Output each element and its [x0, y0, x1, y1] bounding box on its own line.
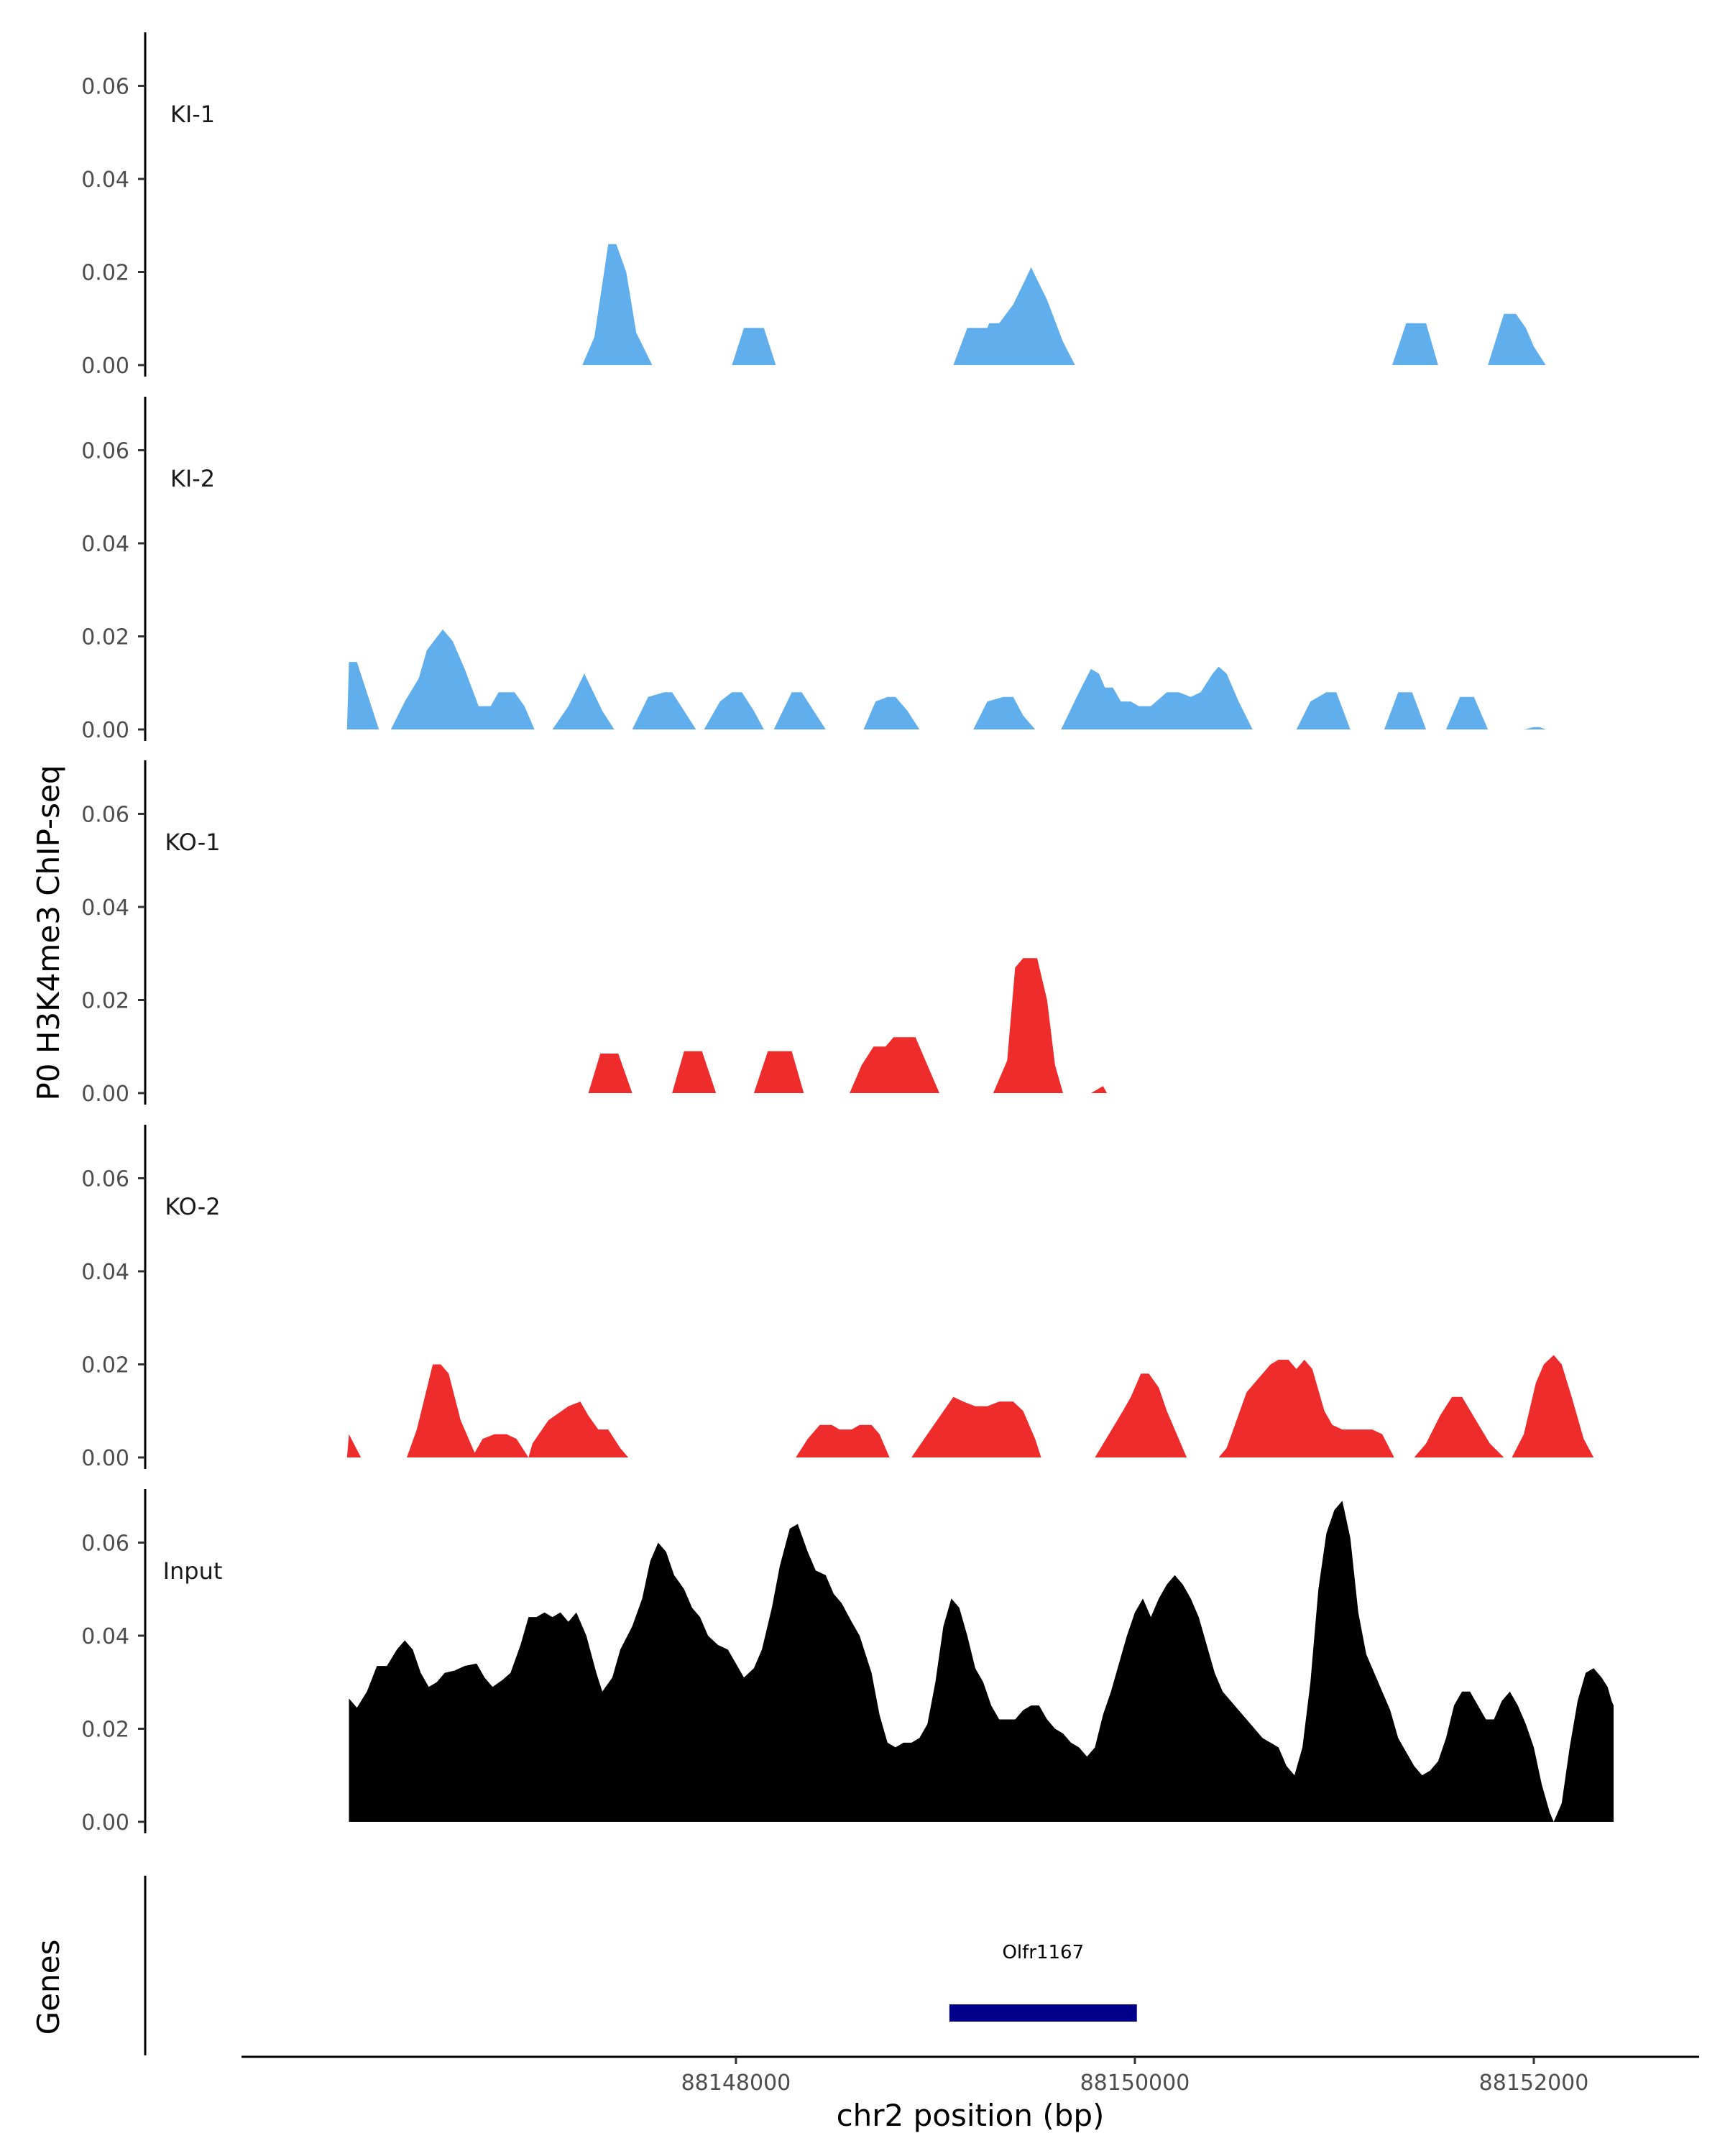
gene-models: Olfr1167 [949, 1942, 1137, 2022]
y-tick-label: 0.04 [81, 1260, 129, 1285]
y-tick-label: 0.00 [81, 1082, 129, 1107]
y-tick-label: 0.02 [81, 260, 129, 285]
y-tick-label: 0.06 [81, 438, 129, 464]
signal-area-ko-2 [346, 1355, 1614, 1457]
gene-label: Olfr1167 [1002, 1942, 1084, 1963]
track-label-ko-2: KO-2 [165, 1193, 220, 1220]
x-axis-ticks: 88148000 88150000 88152000 [681, 2057, 1589, 2096]
signal-area-ki-1 [582, 244, 1546, 365]
track-label-input: Input [163, 1557, 223, 1585]
x-tick-label: 88152000 [1479, 2070, 1589, 2096]
y-tick-label: 0.02 [81, 988, 129, 1013]
track-label-ki-1: KI-1 [170, 101, 215, 128]
x-axis-title: chr2 position (bp) [837, 2098, 1105, 2133]
track-label-ko-1: KO-1 [165, 829, 220, 856]
y-axis-title: P0 H3K4me3 ChIP-seq [31, 765, 66, 1100]
x-axis: 88148000 88150000 88152000 chr2 position (… [242, 2055, 1699, 2133]
signal-area-ki-2 [346, 629, 1546, 729]
y-tick-label: 0.02 [81, 1353, 129, 1378]
y-tick-label: 0.04 [81, 1624, 129, 1649]
track-label-ki-2: KI-2 [170, 465, 215, 492]
y-tick-label: 0.04 [81, 532, 129, 557]
y-tick-label: 0.00 [81, 1810, 129, 1835]
signal-tracks [346, 244, 1614, 1822]
axes: 0.00 0.02 0.04 0.06 KI-1 0.00 0.02 0.04 0.06 KI-2… [81, 32, 222, 1835]
y-tick-label: 0.06 [81, 1166, 129, 1192]
signal-area-input [349, 1501, 1614, 1822]
y-tick-label: 0.06 [81, 802, 129, 827]
y-tick-label: 0.00 [81, 718, 129, 743]
x-tick-label: 88148000 [681, 2070, 791, 2096]
genes-track: Genes Olfr1167 [31, 1876, 1137, 2055]
y-tick-label: 0.00 [81, 354, 129, 379]
gene-body [949, 2004, 1137, 2022]
y-tick-label: 0.04 [81, 167, 129, 193]
y-tick-label: 0.06 [81, 74, 129, 99]
x-tick-label: 88150000 [1080, 2070, 1190, 2096]
y-tick-label: 0.04 [81, 895, 129, 921]
signal-area-ko-1 [588, 958, 1145, 1093]
genes-track-label: Genes [31, 1940, 66, 2035]
y-tick-label: 0.02 [81, 1717, 129, 1742]
y-tick-label: 0.02 [81, 625, 129, 650]
y-tick-label: 0.00 [81, 1446, 129, 1471]
y-tick-label: 0.06 [81, 1531, 129, 1556]
